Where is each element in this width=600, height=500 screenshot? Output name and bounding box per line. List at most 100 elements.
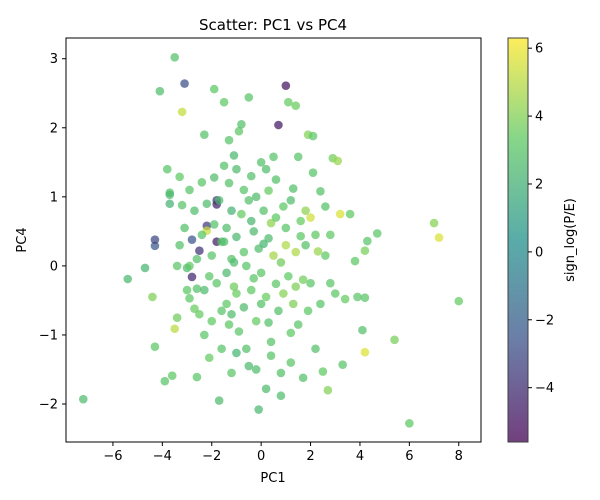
scatter-point — [276, 391, 286, 401]
scatter-point — [271, 175, 281, 184]
scatter-point — [281, 81, 291, 90]
scatter-point — [207, 316, 217, 326]
scatter-point — [246, 285, 256, 295]
scatter-point — [155, 86, 165, 96]
scatter-point — [246, 216, 256, 226]
x-tick-label: −6 — [103, 449, 122, 464]
scatter-point — [217, 344, 226, 354]
scatter-point — [254, 405, 263, 414]
scatter-point — [237, 120, 246, 129]
y-axis: −2 −1 0 1 2 3 — [39, 52, 66, 413]
scatter-point — [274, 306, 283, 316]
scatter-point — [330, 289, 340, 298]
scatter-point — [256, 299, 266, 309]
colorbar — [507, 37, 529, 443]
x-tick-label: 2 — [306, 449, 314, 464]
scatter-point — [239, 303, 249, 312]
scatter-point — [306, 213, 315, 222]
scatter-point — [333, 156, 343, 166]
scatter-point — [284, 271, 293, 281]
scatter-point — [237, 209, 246, 219]
scatter-point — [261, 384, 271, 394]
scatter-point — [350, 256, 360, 266]
scatter-point — [264, 186, 273, 195]
scatter-point — [301, 240, 310, 250]
scatter-point — [269, 152, 278, 162]
scatter-point — [360, 246, 370, 256]
scatter-point — [251, 192, 261, 202]
scatter-point — [286, 328, 296, 338]
scatter-point — [204, 271, 214, 281]
scatter-point — [239, 185, 249, 195]
scatter-point — [232, 289, 241, 298]
colorbar-tick-label: 6 — [535, 42, 543, 57]
scatter-point — [326, 278, 335, 288]
scatter-point — [363, 236, 372, 246]
scatter-point — [123, 274, 133, 284]
scatter-point — [316, 299, 325, 309]
scatter-point — [162, 164, 172, 174]
scatter-point — [217, 306, 226, 316]
scatter-point — [303, 306, 313, 316]
scatter-point — [209, 220, 219, 229]
scatter-point — [185, 185, 194, 195]
scatter-point — [224, 135, 234, 145]
scatter-point — [345, 209, 355, 219]
scatter-point — [232, 164, 241, 174]
scatter-point — [185, 294, 194, 303]
scatter-point — [316, 187, 325, 196]
scatter-point — [434, 233, 444, 242]
scatter-point — [293, 152, 303, 162]
scatter-point — [190, 206, 199, 215]
scatter-point — [284, 97, 293, 107]
x-tick-label: −4 — [153, 449, 172, 464]
scatter-point — [219, 237, 229, 247]
scatter-point — [214, 195, 224, 205]
x-axis-label: PC1 — [260, 471, 285, 486]
scatter-point — [256, 268, 266, 278]
colorbar-tick-label: −2 — [535, 313, 554, 328]
scatter-point — [271, 213, 281, 222]
scatter-point — [140, 263, 150, 273]
scatter-point — [180, 223, 189, 233]
scatter-point — [224, 320, 234, 329]
scatter-point — [264, 233, 273, 243]
scatter-point — [266, 351, 276, 360]
scatter-point — [269, 251, 278, 260]
scatter-point — [251, 365, 261, 374]
scatter-point — [293, 320, 303, 329]
scatter-point — [249, 274, 259, 283]
scatter-point — [200, 330, 209, 340]
scatter-point — [150, 235, 160, 244]
scatter-point — [251, 316, 261, 326]
scatter-point — [256, 158, 266, 167]
colorbar-tick-label: 2 — [535, 177, 543, 192]
scatter-point — [281, 240, 291, 250]
x-tick-label: 8 — [455, 449, 463, 464]
scatter-point — [271, 279, 281, 289]
scatter-point — [150, 241, 160, 251]
scatter-point — [301, 206, 310, 215]
scatter-point — [175, 240, 184, 250]
scatter-point — [321, 202, 330, 211]
scatter-point — [372, 229, 382, 238]
scatter-point — [405, 419, 414, 428]
plot-points — [78, 53, 464, 428]
scatter-point — [296, 231, 305, 241]
scatter-point — [165, 199, 175, 209]
colorbar-tick-label: 4 — [535, 110, 543, 125]
plot-frame — [65, 37, 482, 443]
scatter-point — [311, 344, 320, 354]
scatter-point — [279, 289, 288, 298]
x-tick-label: 6 — [405, 449, 413, 464]
scatter-point — [291, 247, 301, 257]
scatter-point — [261, 292, 271, 302]
scatter-point — [306, 278, 315, 288]
scatter-point — [172, 261, 182, 271]
scatter-point — [360, 347, 370, 357]
scatter-point — [214, 396, 224, 405]
scatter-point — [261, 164, 271, 174]
scatter-point — [209, 84, 219, 94]
scatter-point — [219, 97, 229, 107]
